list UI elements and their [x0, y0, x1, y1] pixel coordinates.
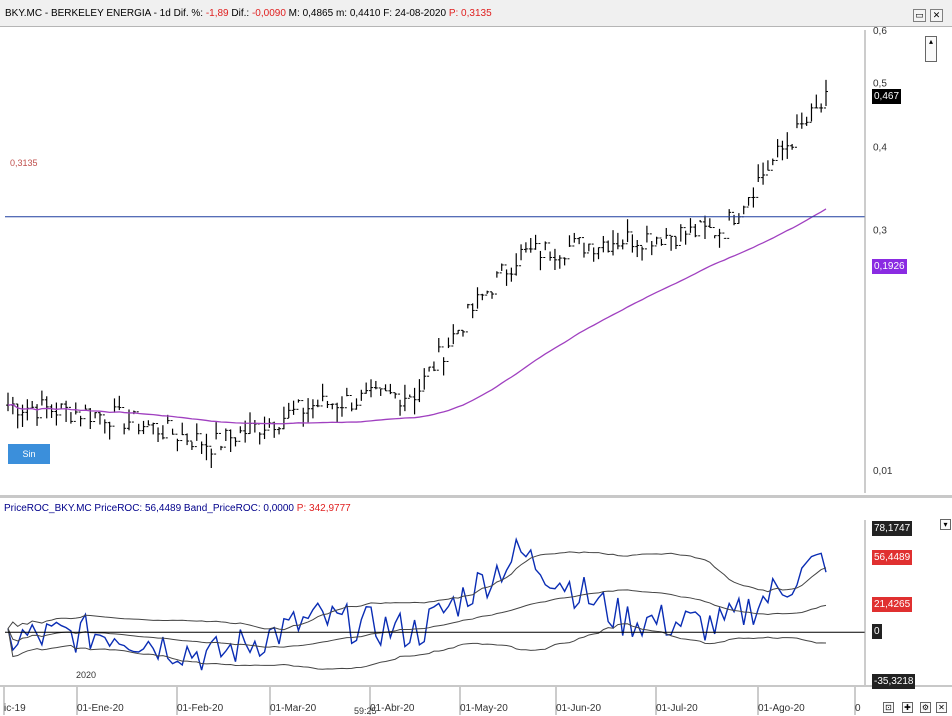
x-tick-label: 0: [855, 703, 861, 714]
settings-icon[interactable]: ⚙: [920, 702, 931, 713]
header-info: BKY.MC - BERKELEY ENERGIA - 1d Dif. %: -…: [5, 8, 492, 19]
year-label: 2020: [76, 670, 97, 680]
max-value: 0,4865: [302, 8, 334, 19]
zoom-icon[interactable]: ⊡: [883, 702, 894, 713]
window-header: BKY.MC - BERKELEY ENERGIA - 1d Dif. %: -…: [0, 0, 952, 27]
x-tick-label: 01-May-20: [460, 703, 508, 714]
roc-band-value: 0,0000: [263, 503, 294, 514]
chart-area[interactable]: 0,6 0,5 0,4 0,3 0,01 ic-19 01-Ene-20 01-Feb-20 0…: [0, 27, 952, 715]
roc-tag-lower: -35,3218: [872, 674, 916, 689]
y-tick-label: 0,6: [873, 27, 887, 37]
y-tick-label: 0,5: [873, 78, 887, 89]
max-label: M:: [288, 8, 300, 19]
roc-header: PriceROC_BKY.MC PriceROC: 56,4489 Band_P…: [4, 503, 351, 514]
band-upper-line: [7, 551, 827, 631]
roc-subplot: [5, 537, 865, 671]
date-label: F:: [383, 8, 393, 19]
band-lower-line: [7, 623, 827, 670]
roc-tag-mid: 21,4265: [872, 597, 913, 612]
band-middle-line: [7, 589, 827, 648]
axes: 0,6 0,5 0,4 0,3 0,01 ic-19 01-Ene-20 01-Feb-20 0…: [3, 27, 893, 715]
panel-separator[interactable]: [0, 495, 952, 498]
roc-indicator-title: PriceROC_BKY.MC: [4, 503, 92, 514]
scroll-up-icon[interactable]: ▴: [925, 36, 937, 62]
panel-menu-icon[interactable]: ▾: [940, 519, 951, 530]
roc-tag-zero: 0: [872, 624, 882, 639]
roc-p-value: 342,9777: [309, 503, 351, 514]
moving-average-line: [7, 208, 827, 425]
roc-tag-current: 56,4489: [872, 550, 913, 565]
roc-band-label: Band_PriceROC:: [183, 503, 261, 514]
x-tick-label: 01-Mar-20: [270, 703, 317, 714]
y-tick-label: 0,4: [873, 143, 887, 154]
roc-p-label: P:: [296, 503, 307, 514]
min-value: 0,4410: [349, 8, 381, 19]
close-small-icon[interactable]: ✕: [936, 702, 947, 713]
main-price-plot: [5, 79, 865, 468]
x-tick-label: 01-Feb-20: [177, 703, 224, 714]
x-tick-label: 01-Abr-20: [370, 703, 415, 714]
last-price-tag: 0,467: [872, 89, 902, 104]
y-tick-label: 0,3: [873, 225, 887, 236]
sin-ordenes-badge[interactable]: Sin órdenes: [8, 444, 50, 479]
x-tick-label: 01-Ene-20: [77, 703, 124, 714]
symbol-title: BKY.MC - BERKELEY ENERGIA - 1d: [5, 8, 171, 19]
x-tick-label: 01-Ago-20: [758, 703, 805, 714]
restore-icon[interactable]: ▭: [913, 9, 926, 22]
roc-priceroc-value: 56,4489: [144, 503, 182, 514]
min-label: m:: [335, 8, 348, 19]
dif-pct-value: -1,89: [205, 8, 229, 19]
hline-price-label: 0,3135: [10, 158, 38, 168]
ma-value-tag: 0,1926: [872, 259, 907, 274]
x-tick-label: ic-19: [4, 703, 26, 714]
roc-tag-upper: 78,1747: [872, 521, 913, 536]
dif-pct-label: Dif. %:: [173, 8, 204, 19]
roc-priceroc-label: PriceROC:: [94, 503, 143, 514]
x-tick-label: 01-Jul-20: [656, 703, 698, 714]
bar-timer: 59:25: [354, 706, 377, 716]
axis-separator: [0, 685, 952, 687]
y-tick-label: 0,01: [873, 466, 893, 477]
cross-icon[interactable]: ✚: [902, 702, 913, 713]
dif-value: -0,0090: [251, 8, 286, 19]
x-tick-label: 01-Jun-20: [556, 703, 601, 714]
dif-label: Dif.:: [231, 8, 250, 19]
date-value: 24-08-2020: [394, 8, 447, 19]
price-value: 0,3135: [461, 8, 492, 19]
price-label: P:: [448, 8, 459, 19]
close-icon[interactable]: ✕: [930, 9, 943, 22]
